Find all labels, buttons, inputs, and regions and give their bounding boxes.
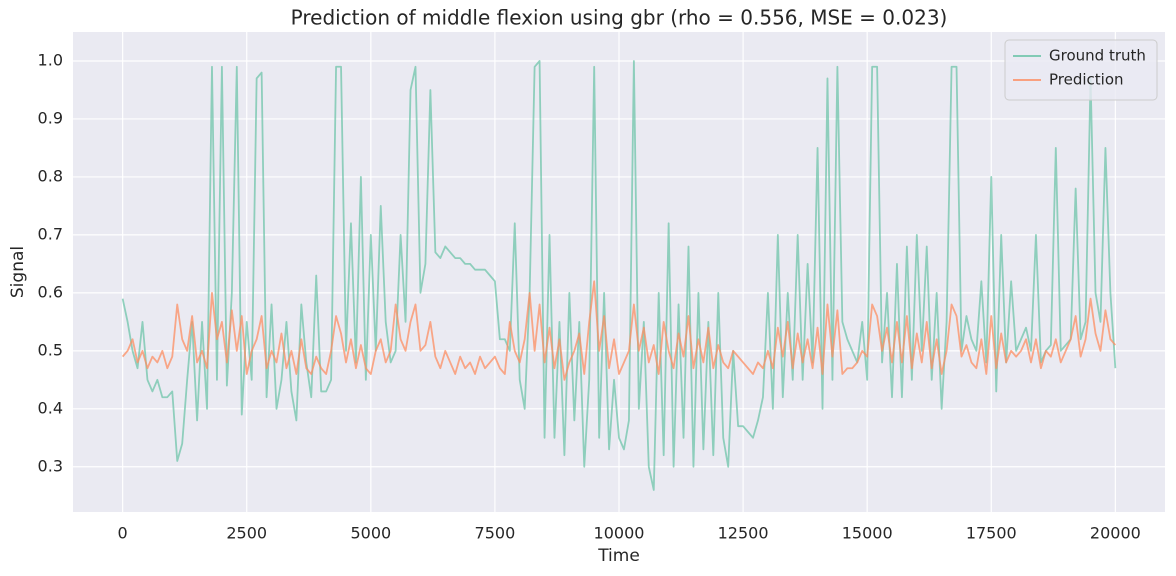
y-tick-label: 0.6 — [38, 282, 63, 301]
x-tick-label: 20000 — [1090, 524, 1141, 543]
x-tick-label: 10000 — [594, 524, 645, 543]
x-axis-label: Time — [597, 546, 640, 566]
ticks: 0 2500 5000 7500 10000 12500 15000 17500 20000 0.… — [38, 50, 1141, 542]
x-tick-label: 17500 — [966, 524, 1017, 543]
series-line — [121, 280, 1117, 381]
x-tick-label: 7500 — [475, 524, 516, 543]
y-tick-label: 0.3 — [38, 456, 63, 475]
y-tick-label: 0.8 — [38, 166, 63, 185]
legend-label: Prediction — [1049, 71, 1124, 89]
y-axis-label: Signal — [8, 246, 28, 298]
y-tick-label: 0.7 — [38, 224, 63, 243]
x-tick-label: 12500 — [718, 524, 769, 543]
x-tick-label: 2500 — [226, 524, 267, 543]
series-line — [121, 60, 1117, 491]
y-tick-label: 0.4 — [38, 398, 63, 417]
y-tick-label: 1.0 — [38, 50, 63, 69]
legend: Ground truth Prediction — [1004, 39, 1158, 101]
x-tick-label: 15000 — [842, 524, 893, 543]
y-tick-label: 0.5 — [38, 340, 63, 359]
chart-title: Prediction of middle flexion using gbr (… — [291, 6, 948, 30]
x-tick-label: 0 — [118, 524, 128, 543]
legend-box — [1004, 39, 1158, 101]
grid — [73, 32, 1165, 512]
y-tick-label: 0.9 — [38, 108, 63, 127]
x-tick-label: 5000 — [350, 524, 391, 543]
legend-label: Ground truth — [1049, 47, 1146, 65]
lines — [121, 60, 1117, 491]
